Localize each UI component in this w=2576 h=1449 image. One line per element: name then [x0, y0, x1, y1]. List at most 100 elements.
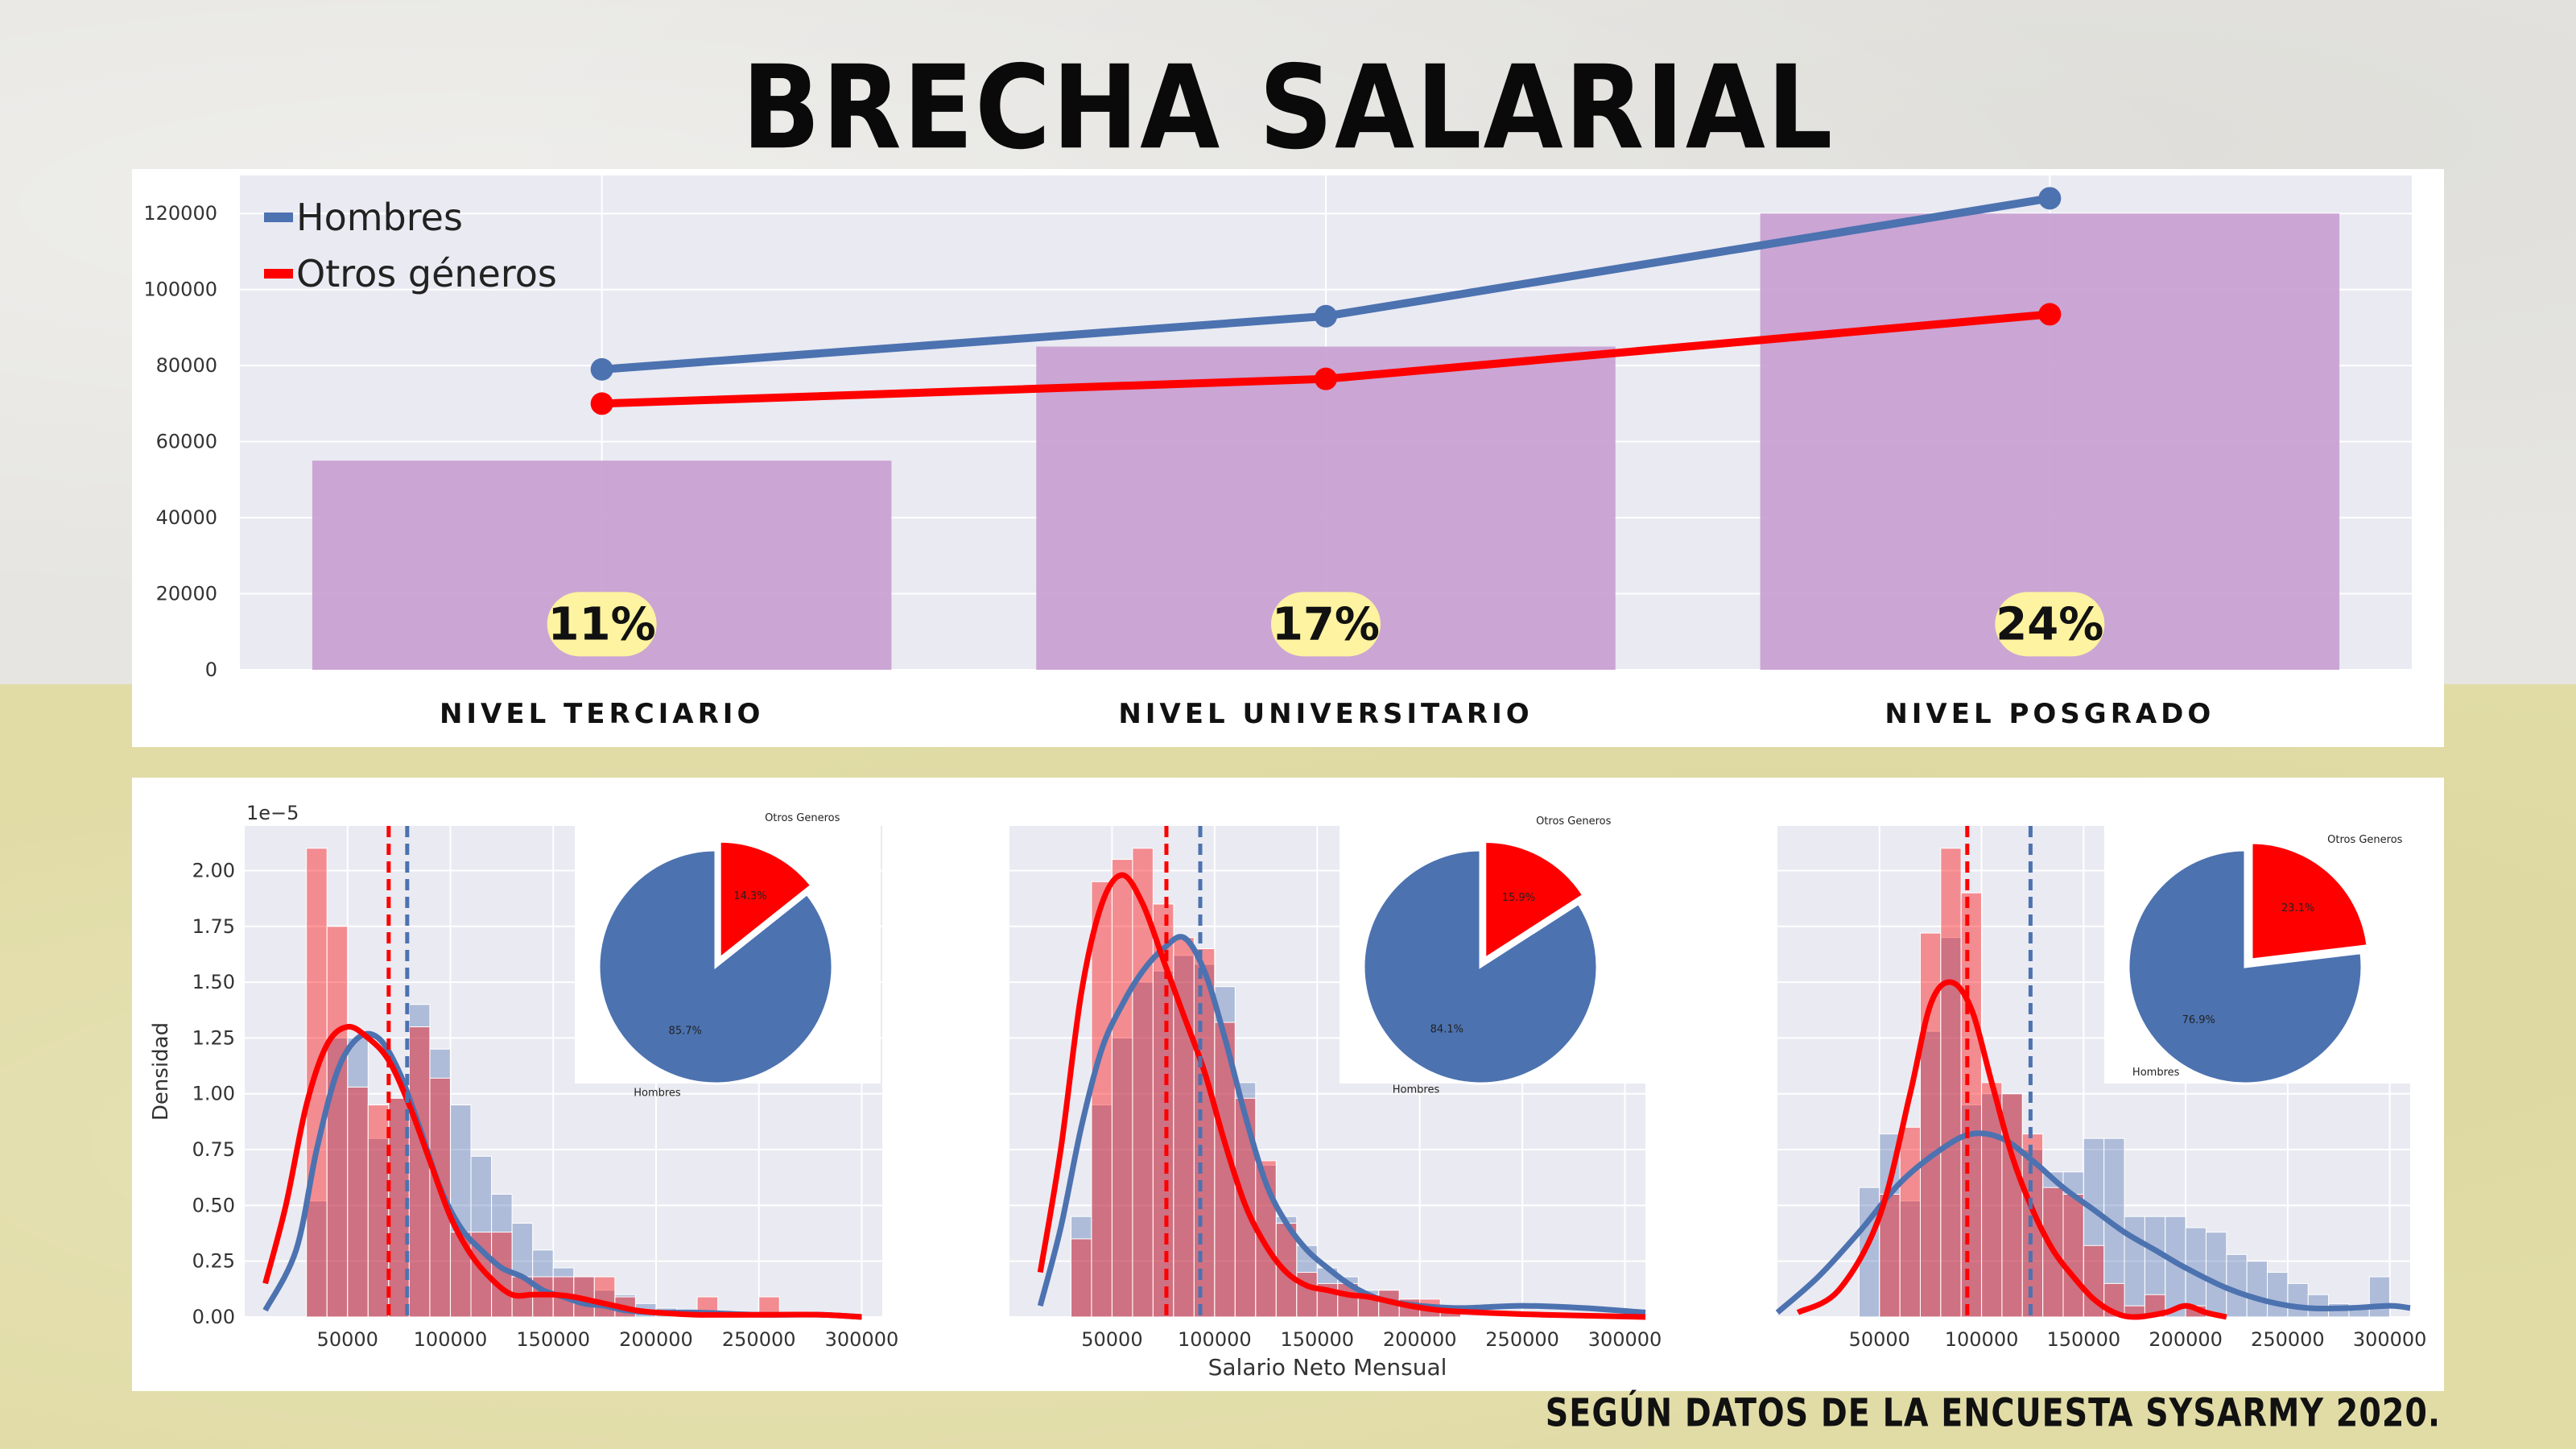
hist-bar-hombres — [470, 1155, 493, 1318]
hist-x-tick-label: 50000 — [1849, 1328, 1910, 1351]
hist-x-tick-label: 250000 — [722, 1328, 796, 1351]
hist-x-tick-label: 300000 — [825, 1328, 899, 1351]
bar-line-chart-panel: 0 20000 40000 60000 80000 100000 120000 NIVEL T… — [132, 169, 2444, 747]
hist-y-axis-label: Densidad — [149, 1022, 173, 1121]
kde-line-hombres — [1775, 1130, 2411, 1315]
hist-y-tick-label: 0.75 — [192, 1138, 235, 1161]
gap-label-badge — [1271, 592, 1381, 657]
hist-bar-hombres — [367, 1137, 390, 1318]
hist-bar-hombres — [2205, 1232, 2227, 1318]
y-tick-label: 80000 — [156, 354, 217, 377]
hist-bar-hombres — [2267, 1272, 2289, 1318]
gap-label-badge — [547, 592, 657, 657]
source-note: SEGÚN DATOS DE LA ENCUESTA SYSARMY 2020. — [1545, 1390, 2441, 1436]
pie-slice-label: Hombres — [1393, 1084, 1440, 1096]
hist-x-tick-label: 100000 — [414, 1328, 488, 1351]
hist-x-tick-label: 100000 — [1945, 1328, 2019, 1351]
y-tick-label: 40000 — [156, 506, 217, 529]
hist-y-tick-label: 1.00 — [192, 1083, 235, 1105]
pie-slice-label: Otros Generos — [2327, 834, 2403, 846]
x-category-label: NIVEL UNIVERSITARIO — [1118, 698, 1533, 730]
hist-bar-hombres — [2021, 1149, 2044, 1318]
y-tick-label: 0 — [205, 658, 217, 681]
hist-bar-otros — [367, 1104, 390, 1318]
hist-bar-otros — [306, 848, 328, 1318]
hist-x-tick-label: 150000 — [1280, 1328, 1354, 1351]
pie-slice-label: Hombres — [2132, 1067, 2180, 1079]
legend-label: Otros géneros — [296, 252, 557, 295]
gap-label: 17% — [1272, 598, 1380, 650]
hist-x-tick-label: 150000 — [2047, 1328, 2121, 1351]
pie-slice-hombres — [2127, 848, 2363, 1085]
pie-pct-label: 14.3% — [733, 890, 766, 902]
series-point — [590, 392, 613, 415]
hist-bar-otros — [2062, 1194, 2084, 1318]
hist-bar-hombres — [2042, 1171, 2064, 1318]
hist-x-axis-label: Salario Neto Mensual — [1208, 1354, 1447, 1381]
hist-bar-hombres — [2368, 1276, 2391, 1318]
page-title: BRECHA SALARIAL — [741, 41, 1835, 175]
y-tick-label: 20000 — [156, 583, 217, 605]
series-point — [1315, 367, 1337, 390]
hist-bar-otros — [408, 1026, 431, 1318]
x-category-label: NIVEL POSGRADO — [1885, 698, 2215, 730]
y-tick-label: 60000 — [156, 431, 217, 453]
y-tick-label: 100000 — [143, 279, 217, 301]
gap-label: 11% — [548, 598, 656, 650]
pie-slice-hombres — [1362, 848, 1599, 1085]
pie-pct-label: 15.9% — [1502, 892, 1535, 904]
hist-bar-otros — [1960, 892, 1983, 1318]
hist-x-tick-label: 200000 — [619, 1328, 693, 1351]
legend-label: Hombres — [296, 196, 463, 239]
pie-slice-hombres — [597, 848, 834, 1085]
hist-x-tick-label: 150000 — [516, 1328, 590, 1351]
y-tick-label: 120000 — [143, 202, 217, 225]
pie-slice-label: Otros Generos — [1536, 815, 1612, 828]
hist-bar-otros — [326, 926, 349, 1318]
hist-bar-otros — [1193, 948, 1216, 1318]
hist-x-tick-label: 50000 — [317, 1328, 378, 1351]
hist-y-tick-label: 0.50 — [192, 1194, 235, 1216]
hist-x-tick-label: 250000 — [2251, 1328, 2325, 1351]
hist-y-tick-label: 0.00 — [192, 1306, 235, 1328]
hist-bar-otros — [1899, 1126, 1921, 1318]
pie-pct-label: 23.1% — [2281, 902, 2314, 914]
hist-bar-hombres — [347, 1037, 369, 1318]
hist-x-tick-label: 100000 — [1178, 1328, 1252, 1351]
hist-bar-otros — [1940, 848, 1962, 1318]
hist-bar-otros — [347, 1086, 369, 1318]
hist-y-tick-label: 1.50 — [192, 971, 235, 993]
hist-y-tick-label: 0.25 — [192, 1250, 235, 1273]
histograms-panel: 50000 100000 150000 200000 250000 300000 0.00 0… — [132, 778, 2444, 1391]
hist-x-tick-label: 200000 — [2149, 1328, 2223, 1351]
hist-bar-hombres — [2144, 1216, 2166, 1318]
hist-x-tick-label: 50000 — [1081, 1328, 1142, 1351]
pie-slice-label: Hombres — [634, 1087, 681, 1099]
kde-line-otros — [1037, 872, 1646, 1320]
hist-bar-hombres — [2287, 1282, 2309, 1318]
pie-pct-label: 84.1% — [1430, 1023, 1463, 1035]
hist-x-tick-label: 300000 — [1588, 1328, 1662, 1351]
hist-bar-hombres — [1070, 1216, 1092, 1318]
hist-y-scale-label: 1e−5 — [246, 802, 299, 824]
pie-slice-label: Otros Generos — [765, 812, 840, 824]
hist-bar-otros — [1111, 859, 1133, 1318]
hist-bar-otros — [593, 1276, 616, 1318]
hist-x-tick-label: 200000 — [1383, 1328, 1457, 1351]
pie-pct-label: 76.9% — [2182, 1014, 2215, 1026]
series-point — [2038, 187, 2062, 210]
pie-slice-otros — [2250, 841, 2369, 961]
hist-x-tick-label: 300000 — [2353, 1328, 2427, 1351]
series-point — [1315, 304, 1337, 328]
bar-line-chart: 0 20000 40000 60000 80000 100000 120000 NIVEL T… — [143, 175, 2412, 730]
hist-bar-hombres — [2226, 1253, 2248, 1318]
gap-label: 24% — [1996, 598, 2103, 650]
hist-bar-otros — [491, 1232, 513, 1318]
hist-bar-hombres — [1152, 970, 1174, 1318]
pie-slice-otros — [1484, 840, 1585, 961]
pie-pct-label: 85.7% — [669, 1025, 702, 1037]
hist-bar-hombres — [2246, 1261, 2268, 1318]
hist-y-tick-label: 1.75 — [192, 915, 235, 938]
kde-line-otros — [1796, 979, 2227, 1320]
hist-bar-otros — [1070, 1238, 1092, 1318]
